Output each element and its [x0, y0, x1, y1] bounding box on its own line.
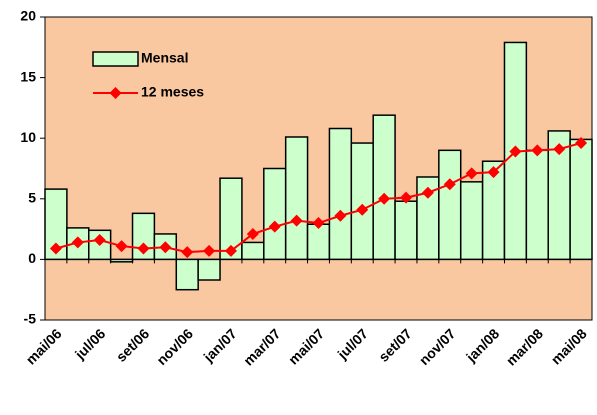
legend-label: 12 meses — [141, 84, 204, 100]
bar — [372, 114, 396, 261]
x-tick-label: mai/08 — [548, 325, 590, 367]
y-tick-label: -5 — [24, 311, 37, 327]
y-tick-label: 5 — [28, 190, 36, 206]
x-tick-label: jan/07 — [200, 325, 240, 365]
y-tick-label: 20 — [20, 8, 36, 24]
legend-swatch — [92, 51, 139, 67]
marker — [290, 214, 303, 227]
y-tick-label: 0 — [28, 250, 36, 266]
marker — [246, 227, 259, 240]
bar — [197, 258, 221, 281]
marker — [268, 220, 281, 233]
marker — [553, 143, 566, 156]
y-tick-label: 10 — [20, 129, 36, 145]
marker — [400, 191, 413, 204]
bar — [438, 149, 462, 261]
marker — [487, 166, 500, 179]
marker — [421, 186, 434, 199]
bar — [306, 223, 331, 261]
bar — [241, 241, 265, 261]
marker — [509, 145, 522, 158]
x-tick-label: nov/06 — [153, 325, 196, 368]
marker — [159, 241, 172, 254]
marker — [181, 246, 194, 259]
bar — [284, 136, 309, 261]
marker — [443, 178, 456, 191]
legend-marker — [109, 87, 122, 99]
bar — [394, 200, 418, 261]
x-tick-label: nov/07 — [416, 325, 459, 368]
marker — [49, 242, 62, 255]
marker — [312, 217, 325, 230]
marker — [224, 244, 237, 257]
y-tick-label: 15 — [20, 68, 36, 84]
marker — [531, 144, 544, 157]
x-tick-label: mar/07 — [240, 325, 283, 368]
marker — [378, 192, 391, 205]
bar — [175, 258, 199, 291]
marker — [575, 137, 588, 150]
marker — [465, 167, 478, 180]
x-tick-label: set/07 — [375, 325, 415, 365]
x-tick-label: mai/07 — [285, 325, 327, 367]
bar — [328, 127, 353, 261]
marker — [137, 242, 150, 255]
marker — [93, 234, 106, 247]
bar — [569, 138, 593, 261]
bar — [263, 167, 287, 261]
marker — [203, 244, 216, 257]
legend-label: Mensal — [141, 50, 188, 66]
x-tick-label: mar/08 — [503, 325, 546, 368]
bar — [350, 142, 374, 261]
x-tick-label: mai/06 — [23, 325, 65, 367]
marker — [334, 209, 347, 222]
marker — [356, 203, 369, 216]
x-tick-label: jan/08 — [462, 325, 502, 365]
x-tick-label: jul/06 — [71, 325, 108, 362]
marker — [115, 240, 128, 253]
bar — [525, 149, 549, 261]
x-tick-label: jul/07 — [334, 325, 371, 362]
marker — [71, 236, 84, 249]
bar — [459, 181, 484, 261]
x-tick-label: set/06 — [113, 325, 153, 365]
